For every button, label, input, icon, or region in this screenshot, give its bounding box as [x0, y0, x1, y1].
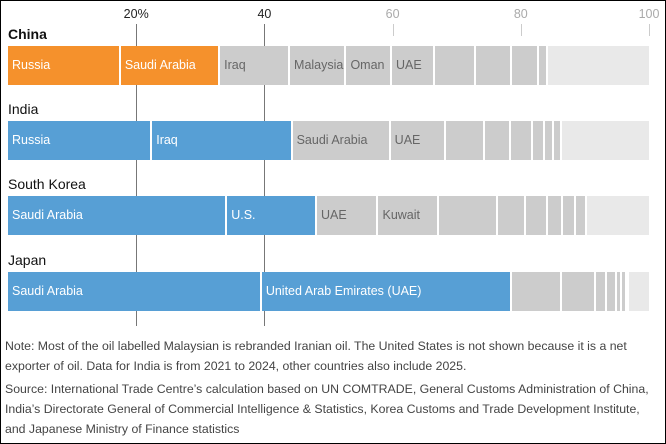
segment-label: UAE	[395, 58, 422, 72]
bar-segment	[586, 196, 649, 235]
bar-segment	[438, 196, 498, 235]
segment-label: Iraq	[156, 133, 178, 147]
country-label: Japan	[8, 252, 47, 268]
footnotes: Note: Most of the oil labelled Malaysian…	[5, 336, 661, 442]
segment-label: Russia	[12, 133, 51, 147]
segment-label: Saudi Arabia	[12, 208, 83, 222]
bar-segment: Iraq	[220, 46, 291, 85]
bar-segment	[475, 46, 512, 85]
segment-label: Malaysia	[294, 58, 344, 72]
bar-segment: U.S.	[227, 196, 317, 235]
bar-segment: UAE	[391, 46, 435, 85]
stacked-bar-chart: 20% 40 60 80 100 China Russia Saudi Arabia Iraq M…	[8, 7, 660, 326]
country-label: India	[8, 101, 39, 117]
bar-segment	[525, 196, 548, 235]
x-tick-label: 20%	[123, 7, 149, 21]
bar-segment: Saudi Arabia	[8, 196, 228, 235]
bar-segment	[539, 46, 549, 85]
bar-segment	[562, 121, 649, 160]
tick-mark	[392, 24, 394, 36]
bar-segment: Iraq	[152, 121, 293, 160]
segment-label: Iraq	[224, 58, 246, 72]
bar-segment: Russia	[8, 121, 153, 160]
bar-segment	[497, 196, 526, 235]
bar-segment	[510, 121, 533, 160]
segment-label: Russia	[12, 58, 51, 72]
bar-segment: Russia	[8, 46, 121, 85]
bar-segment	[616, 272, 623, 311]
segment-label: U.S.	[231, 208, 256, 222]
tick-mark	[520, 24, 522, 36]
segment-label: Oman	[350, 58, 385, 72]
bar-segment: Saudi Arabia	[120, 46, 221, 85]
bar-segment	[606, 272, 617, 311]
bar-segment	[622, 272, 628, 311]
bar-segment	[629, 272, 649, 311]
bar-segment	[562, 272, 596, 311]
country-label: China	[8, 26, 47, 42]
bar-segment	[575, 196, 587, 235]
bar-segment	[434, 46, 476, 85]
x-tick-label: 80	[513, 7, 528, 21]
bar-segment	[554, 121, 563, 160]
segment-label: Saudi Arabia	[124, 58, 196, 72]
bar-segment: Saudi Arabia	[292, 121, 391, 160]
segment-label: Saudi Arabia	[296, 133, 368, 147]
bar-segment	[563, 196, 576, 235]
bar-segment: Saudi Arabia	[8, 272, 262, 311]
segment-label: United Arab Emirates (UAE)	[265, 284, 422, 298]
x-tick-label: 60	[385, 7, 400, 21]
gridline	[264, 24, 266, 326]
note-text: Note: Most of the oil labelled Malaysian…	[5, 339, 627, 373]
segment-label: Kuwait	[382, 208, 421, 222]
bar-segment	[548, 46, 649, 85]
bar-segment	[532, 121, 546, 160]
x-tick-label: 40	[257, 7, 272, 21]
bar-segment	[511, 46, 540, 85]
source-text: Source: International Trade Centre’s cal…	[5, 382, 649, 436]
segment-label: UAE	[320, 208, 347, 222]
tick-mark	[649, 24, 650, 36]
bar-segment: UAE	[316, 196, 379, 235]
bar-segment: United Arab Emirates (UAE)	[261, 272, 513, 311]
bar-segment	[547, 196, 564, 235]
segment-label: UAE	[394, 133, 421, 147]
x-tick-label: 100	[638, 7, 660, 21]
bar-segment	[484, 121, 511, 160]
country-label: South Korea	[8, 176, 86, 192]
bar-segment: Kuwait	[378, 196, 439, 235]
bar-segment	[627, 272, 630, 311]
bar-segment	[595, 272, 607, 311]
bar-segment	[445, 121, 485, 160]
bar-segment: Oman	[346, 46, 392, 85]
gridline	[136, 24, 138, 326]
bar-segment: UAE	[390, 121, 446, 160]
bar-segment	[545, 121, 555, 160]
bar-segment	[512, 272, 563, 311]
bar-segment: Malaysia	[290, 46, 347, 85]
segment-label: Saudi Arabia	[12, 284, 83, 298]
